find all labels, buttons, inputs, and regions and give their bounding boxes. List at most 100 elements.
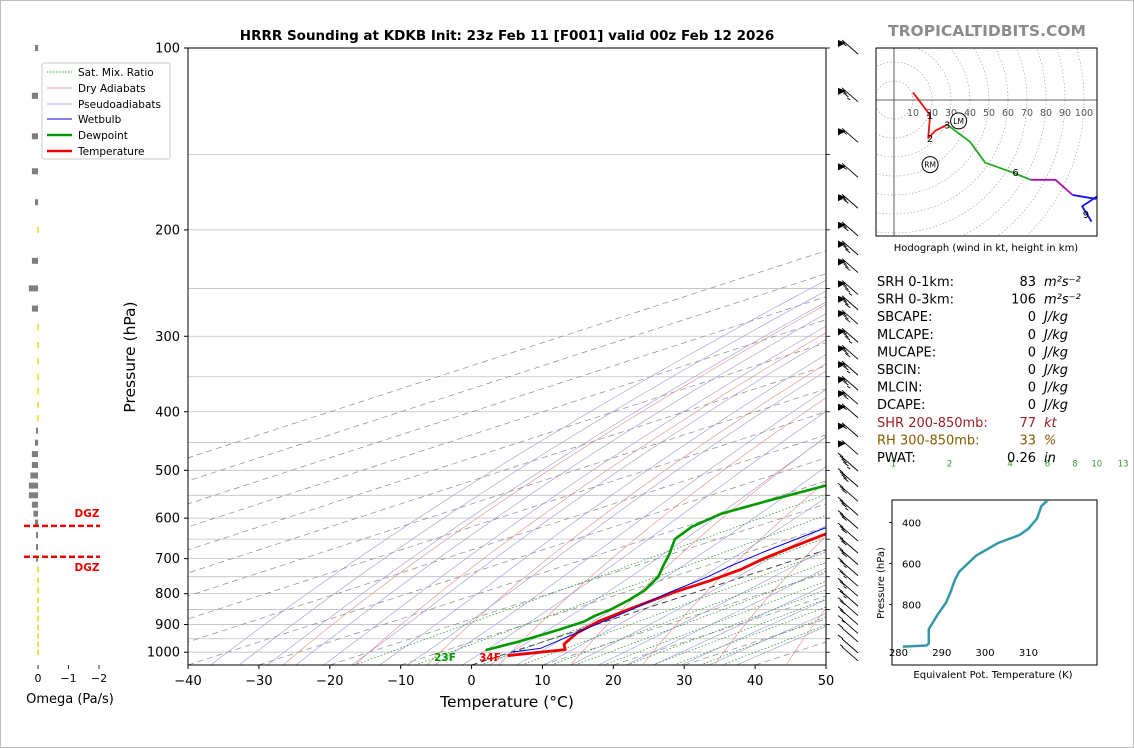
omega-bar: [30, 472, 38, 479]
mixing-ratio-line: [652, 598, 826, 665]
omega-bar: [37, 358, 39, 365]
wind-barb: [837, 496, 859, 516]
hodograph-storm-motion: [921, 156, 939, 174]
wind-barb: [837, 597, 859, 616]
stats-block: SRH 0-1km: 83 m²s⁻² SRH 0-3km: 106 m²s⁻² SBCAP…: [877, 275, 1081, 466]
stat-unit: J/kg: [1041, 345, 1068, 360]
pseudoadiabat-line: [680, 599, 826, 665]
wind-barb-flag: [838, 194, 846, 202]
x-tick-label: 20: [605, 674, 622, 689]
mixing-ratio-label: 4: [1007, 459, 1012, 469]
wind-barb-feather: [841, 129, 847, 135]
theta-e-x-tick-label: 280: [889, 648, 908, 659]
omega-tick-label: 0: [35, 672, 42, 685]
stat-label: MLCIN:: [877, 381, 922, 396]
stat-label: PWAT:: [877, 451, 916, 466]
stat-value: 0: [1028, 328, 1036, 343]
wind-barb-feather: [841, 346, 847, 352]
wind-barb-feather: [843, 245, 849, 251]
omega-bar: [37, 341, 39, 348]
wind-barb-staff: [841, 295, 859, 311]
wind-barb-flag: [838, 258, 846, 266]
pseudoadiabat-line: [238, 290, 826, 665]
omega-bar: [28, 285, 39, 292]
surface-dewpoint-label: 23F: [434, 652, 456, 664]
stat-row: SRH 0-3km: 106 m²s⁻²: [877, 293, 1081, 308]
dry-adiabat-line: [1074, 48, 1134, 665]
omega-bar: [37, 226, 39, 233]
wind-barb-feather: [841, 242, 847, 248]
x-tick-label: −30: [245, 674, 272, 689]
isotherm-line: [825, 664, 826, 665]
hodograph-height-label: 6: [1012, 168, 1018, 179]
stat-row: SBCIN: 0 J/kg: [877, 363, 1068, 378]
theta-e-y-tick-label: 800: [902, 601, 921, 612]
hodograph-ring-label: 50: [983, 108, 995, 119]
theta-e-x-tick-label: 300: [976, 648, 995, 659]
hodograph-storm-motion: [950, 112, 968, 130]
omega-bar: [37, 566, 39, 573]
wind-barb-feather: [844, 317, 851, 323]
wind-barb-feather: [837, 496, 844, 502]
wind-barb-feather: [841, 552, 847, 557]
wind-barb-feather: [839, 537, 846, 543]
pseudoadiabat-line: [543, 497, 826, 665]
hodograph-ring-label: 90: [1059, 108, 1071, 119]
wind-barb-feather: [839, 600, 846, 605]
omega-bar: [37, 402, 39, 409]
wind-barb-staff: [841, 514, 859, 529]
stat-value: 0: [1028, 310, 1036, 325]
hodograph-segment: [1030, 178, 1074, 196]
wind-barb: [837, 623, 859, 643]
hodograph-segment: [946, 123, 1032, 181]
stat-row: SBCAPE: 0 J/kg: [877, 310, 1068, 325]
stat-row: MUCAPE: 0 J/kg: [877, 345, 1068, 360]
x-tick-label: 10: [534, 674, 551, 689]
wind-barb-feather: [837, 567, 844, 573]
stat-label: MUCAPE:: [877, 345, 936, 360]
wind-barb-feather: [841, 89, 847, 95]
omega-axis: 0 −1 −2: [35, 665, 107, 685]
wind-barb-feather: [843, 263, 849, 268]
wind-barb-feather: [841, 474, 847, 479]
theta-e-y-tick-label: 400: [902, 519, 921, 530]
pseudoadiabat-line: [489, 436, 826, 665]
omega-bar: [31, 305, 38, 312]
pseudoadiabat-line: [295, 313, 826, 665]
wind-barb-staff: [841, 638, 859, 654]
wind-barb-feather: [839, 560, 846, 565]
hodograph-caption: Hodograph (wind in kt, height in km): [894, 243, 1079, 254]
wind-barb-staff: [841, 327, 859, 343]
wind-barb-feather: [839, 471, 846, 476]
wind-barb-staff: [841, 221, 859, 237]
stat-value: 0: [1028, 363, 1036, 378]
y-tick-label: 300: [155, 330, 180, 345]
y-tick-label: 600: [155, 512, 180, 527]
stat-unit: m²s⁻²: [1044, 293, 1081, 308]
wind-barb-half: [841, 620, 846, 623]
wind-barb-feather: [839, 525, 846, 531]
wind-barb-staff: [841, 550, 859, 565]
wind-barb-feather: [843, 332, 849, 338]
wind-barb-feather: [841, 311, 847, 317]
wind-barb-feather: [843, 198, 849, 204]
stat-row: MLCIN: 0 J/kg: [877, 381, 1068, 396]
omega-dgz: [24, 524, 100, 558]
hodograph-height-label: 2: [927, 134, 933, 145]
wind-barb-feather: [837, 534, 844, 540]
stat-label: DCAPE:: [877, 398, 925, 413]
hodograph-height-label: 1: [927, 111, 933, 122]
y-tick-label: 500: [155, 464, 180, 479]
profile-wetbulb: [510, 527, 826, 653]
omega-bars: [28, 45, 39, 656]
wind-barb-feather: [839, 549, 846, 554]
wind-barb-flag: [838, 280, 846, 288]
wind-barb-feather: [839, 580, 846, 586]
stat-row: SRH 0-1km: 83 m²s⁻²: [877, 275, 1081, 290]
theta-e-line: [902, 500, 1049, 648]
wind-barb-half: [843, 166, 847, 170]
pseudoadiabat-line: [570, 525, 826, 665]
wind-barb-feather: [839, 455, 846, 461]
stat-unit: kt: [1044, 416, 1058, 431]
mixing-ratio-labels: 1246810131620243036: [891, 459, 1129, 469]
